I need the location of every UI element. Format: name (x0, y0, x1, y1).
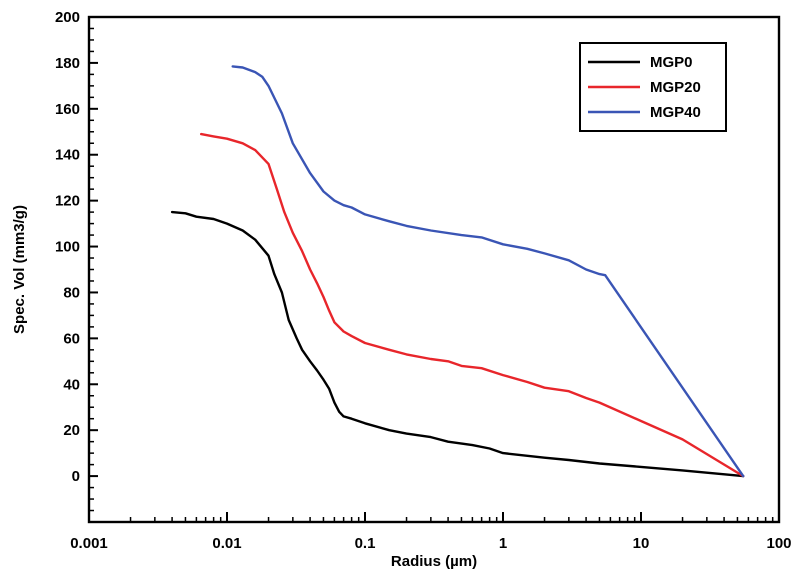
x-tick-label: 0.01 (212, 535, 241, 552)
x-tick-label: 100 (766, 535, 791, 552)
series-layer (170, 65, 745, 478)
plot-frame (87, 15, 781, 524)
y-tick-label: 120 (55, 193, 80, 210)
y-tick-label: 200 (55, 9, 80, 26)
x-tick-label: 10 (633, 535, 650, 552)
legend-label-mgp0: MGP0 (650, 54, 693, 71)
series-line-mgp0 (170, 210, 745, 478)
x-tick-label: 0.1 (355, 535, 376, 552)
x-tick-label: 1 (499, 535, 507, 552)
y-axis-title: Spec. Vol (mm3/g) (11, 205, 28, 334)
y-tick-label: 60 (63, 330, 80, 347)
x-axis-title: Radius (µm) (391, 553, 477, 570)
y-tick-label: 140 (55, 147, 80, 164)
series-line-mgp40 (231, 65, 745, 478)
y-tick-label: 80 (63, 284, 80, 301)
y-tick-label: 0 (72, 468, 80, 485)
y-axis-ticks: 0 20 40 60 80 100 120 140 160 180 200 (55, 9, 98, 512)
legend: MGP0 MGP20 MGP40 (579, 42, 727, 132)
series-line-mgp20 (199, 132, 745, 478)
y-tick-label: 40 (63, 376, 80, 393)
legend-label-mgp40: MGP40 (650, 104, 701, 121)
x-axis-ticks: 0.001 0.01 0.1 1 10 100 (70, 512, 792, 552)
y-tick-label: 160 (55, 101, 80, 118)
y-tick-label: 180 (55, 55, 80, 72)
y-tick-label: 100 (55, 239, 80, 256)
legend-label-mgp20: MGP20 (650, 79, 701, 96)
x-tick-label: 0.001 (70, 535, 108, 552)
y-tick-label: 20 (63, 422, 80, 439)
